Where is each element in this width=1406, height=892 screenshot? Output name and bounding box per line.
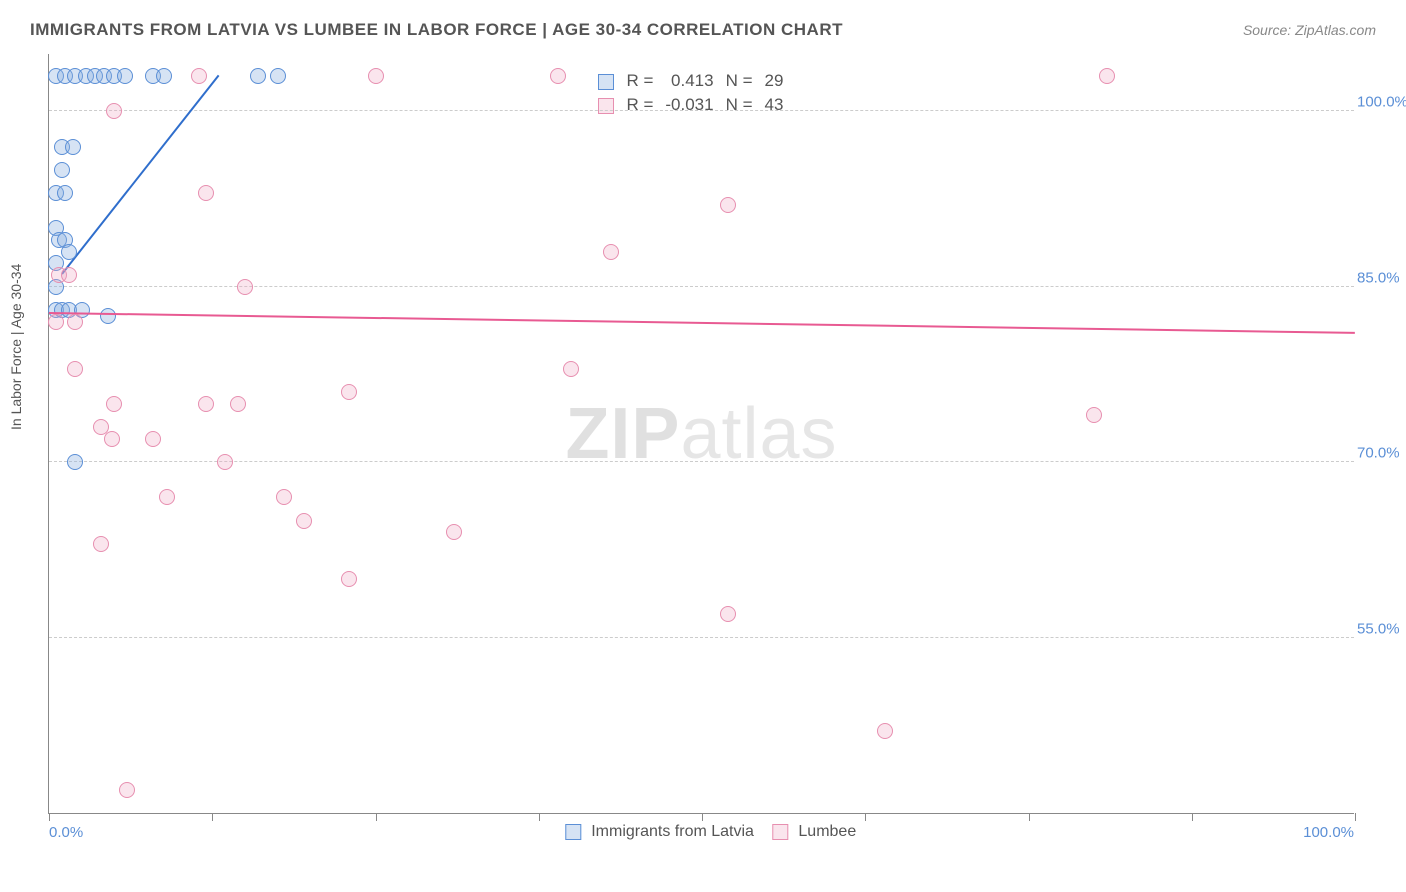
gridline-h — [49, 461, 1354, 462]
data-point-lumbee — [446, 524, 462, 540]
data-point-lumbee — [159, 489, 175, 505]
legend-n-value: 43 — [759, 93, 790, 117]
y-tick-label: 70.0% — [1357, 445, 1406, 462]
y-tick-label: 85.0% — [1357, 269, 1406, 286]
data-point-latvia — [65, 139, 81, 155]
data-point-lumbee — [877, 723, 893, 739]
data-point-lumbee — [198, 396, 214, 412]
data-point-latvia — [67, 454, 83, 470]
data-point-latvia — [61, 244, 77, 260]
data-point-lumbee — [48, 314, 64, 330]
data-point-lumbee — [368, 68, 384, 84]
x-tick — [1029, 813, 1030, 821]
data-point-lumbee — [341, 384, 357, 400]
data-point-latvia — [57, 185, 73, 201]
source-attribution: Source: ZipAtlas.com — [1243, 22, 1376, 38]
data-point-lumbee — [106, 396, 122, 412]
data-point-lumbee — [341, 571, 357, 587]
trend-line-lumbee — [49, 312, 1355, 334]
data-point-latvia — [100, 308, 116, 324]
data-point-lumbee — [61, 267, 77, 283]
data-point-lumbee — [720, 197, 736, 213]
x-tick — [1192, 813, 1193, 821]
legend-n-value: 29 — [759, 69, 790, 93]
correlation-legend: R =0.413N =29R =-0.031N =43 — [584, 65, 797, 121]
legend-swatch-lumbee — [772, 824, 788, 840]
chart-title: IMMIGRANTS FROM LATVIA VS LUMBEE IN LABO… — [30, 20, 843, 40]
x-tick — [212, 813, 213, 821]
data-point-lumbee — [1099, 68, 1115, 84]
x-tick — [539, 813, 540, 821]
legend-r-value: 0.413 — [659, 69, 719, 93]
x-tick — [702, 813, 703, 821]
data-point-lumbee — [217, 454, 233, 470]
x-axis-max-label: 100.0% — [1303, 824, 1354, 841]
data-point-lumbee — [296, 513, 312, 529]
legend-n-label: N = — [720, 93, 759, 117]
scatter-plot-area: ZIPatlas R =0.413N =29R =-0.031N =43 Imm… — [48, 54, 1354, 814]
data-point-lumbee — [67, 361, 83, 377]
y-tick-label: 55.0% — [1357, 620, 1406, 637]
data-point-lumbee — [93, 536, 109, 552]
data-point-lumbee — [276, 489, 292, 505]
legend-r-label: R = — [620, 69, 659, 93]
legend-label-lumbee: Lumbee — [794, 823, 856, 840]
x-tick — [865, 813, 866, 821]
data-point-lumbee — [145, 431, 161, 447]
data-point-lumbee — [106, 103, 122, 119]
legend-row-latvia: R =0.413N =29 — [592, 69, 789, 93]
legend-swatch-latvia — [565, 824, 581, 840]
data-point-lumbee — [104, 431, 120, 447]
data-point-latvia — [270, 68, 286, 84]
data-point-lumbee — [198, 185, 214, 201]
trend-line-latvia — [61, 75, 219, 275]
gridline-h — [49, 110, 1354, 111]
data-point-latvia — [117, 68, 133, 84]
x-tick — [49, 813, 50, 821]
x-axis-min-label: 0.0% — [49, 824, 83, 841]
data-point-lumbee — [237, 279, 253, 295]
y-axis-label: In Labor Force | Age 30-34 — [8, 264, 24, 430]
legend-r-label: R = — [620, 93, 659, 117]
data-point-lumbee — [563, 361, 579, 377]
data-point-latvia — [156, 68, 172, 84]
data-point-lumbee — [67, 314, 83, 330]
data-point-lumbee — [603, 244, 619, 260]
legend-label-latvia: Immigrants from Latvia — [587, 823, 754, 840]
x-tick — [1355, 813, 1356, 821]
data-point-lumbee — [191, 68, 207, 84]
data-point-lumbee — [550, 68, 566, 84]
gridline-h — [49, 637, 1354, 638]
x-tick — [376, 813, 377, 821]
legend-row-lumbee: R =-0.031N =43 — [592, 93, 789, 117]
data-point-lumbee — [1086, 407, 1102, 423]
data-point-latvia — [250, 68, 266, 84]
legend-r-value: -0.031 — [659, 93, 719, 117]
y-tick-label: 100.0% — [1357, 94, 1406, 111]
data-point-lumbee — [230, 396, 246, 412]
data-point-lumbee — [119, 782, 135, 798]
data-point-lumbee — [720, 606, 736, 622]
legend-n-label: N = — [720, 69, 759, 93]
data-point-latvia — [54, 162, 70, 178]
series-legend: Immigrants from Latvia Lumbee — [547, 823, 856, 841]
